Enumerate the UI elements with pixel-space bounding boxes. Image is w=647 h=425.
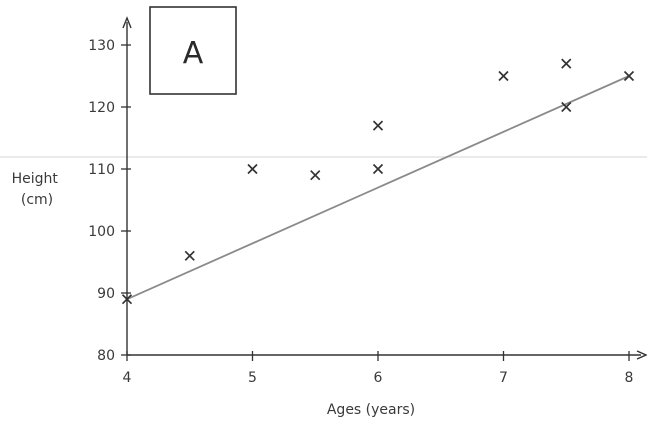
panel-label-box <box>149 6 237 95</box>
data-point-10 <box>623 70 635 82</box>
data-point-6 <box>372 163 384 175</box>
data-point-9 <box>561 101 572 113</box>
x-tick-label-7: 7 <box>499 370 508 386</box>
y-tick-label-130: 130 <box>88 38 115 54</box>
data-point-1 <box>121 294 133 305</box>
x-tick-label-5: 5 <box>248 370 257 386</box>
x-axis-arrow <box>636 350 647 360</box>
x-tick-label-4: 4 <box>123 370 132 386</box>
y-tick-label-110: 110 <box>88 162 115 178</box>
data-point-5 <box>372 120 384 131</box>
data-point-7 <box>498 70 509 82</box>
y-axis-title-line-1: Height <box>12 171 59 187</box>
data-point-3 <box>247 163 258 175</box>
y-axis-arrow <box>122 16 132 29</box>
x-axis-title: Ages (years) <box>327 402 415 418</box>
x-tick-label-8: 8 <box>625 370 634 386</box>
y-tick-label-80: 80 <box>97 348 115 364</box>
data-point-8 <box>561 58 572 69</box>
y-axis-title-line-2: (cm) <box>21 192 53 208</box>
y-tick-label-90: 90 <box>97 286 115 302</box>
data-point-2 <box>184 250 195 261</box>
data-point-4 <box>310 170 321 181</box>
y-axis-title: Height (cm) <box>12 171 63 208</box>
trend-line <box>126 75 630 301</box>
y-tick-label-100: 100 <box>88 224 115 240</box>
panel-label: A <box>183 36 204 71</box>
y-tick-label-120: 120 <box>88 100 115 116</box>
data-markers <box>121 58 635 305</box>
x-tick-label-6: 6 <box>374 370 383 386</box>
